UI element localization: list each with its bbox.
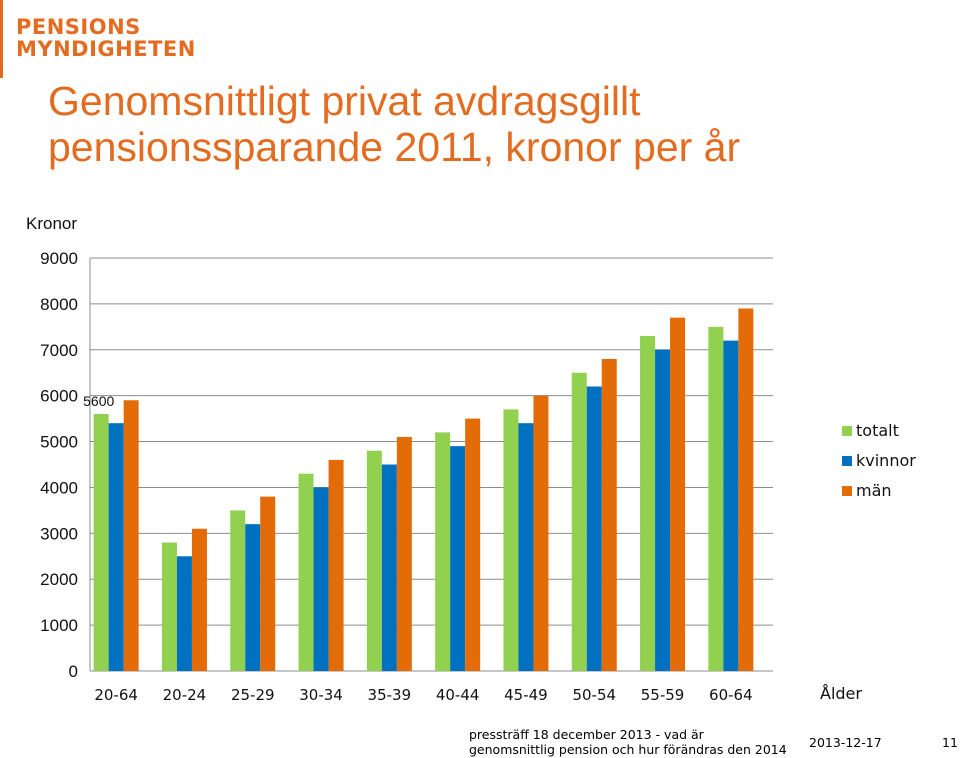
bar-män [465,418,481,671]
x-tick-label: 20-64 [94,686,138,704]
y-tick-label: 5000 [40,433,78,452]
bar-kvinnor [723,340,739,671]
bar-totalt [230,510,246,671]
logo-line-1: PENSIONS [16,15,141,39]
bar-män [670,317,686,671]
y-tick-label: 9000 [40,249,78,268]
footer-text: pressträff 18 december 2013 - vad är gen… [469,727,787,757]
bar-kvinnor [450,446,466,671]
x-tick-label: 40-44 [436,686,480,704]
bar-män [396,436,412,671]
bar-totalt [161,542,177,671]
bar-totalt [93,414,109,671]
data-label: 5600 [83,393,114,409]
legend: totalt kvinnor män [842,421,916,500]
y-tick-label: 0 [69,662,78,681]
y-tick-labels: 0 1000 2000 3000 4000 5000 6000 7000 8000 9000 [40,249,78,681]
bar-totalt [571,372,587,671]
x-tick-labels: 20-64 20-24 25-29 30-34 35-39 40-44 45-49 50-54… [94,686,752,704]
legend-label-kvinnor: kvinnor [856,451,916,470]
x-tick-label: 60-64 [709,686,753,704]
bar-kvinnor [313,487,329,671]
bar-män [601,358,617,671]
bar-totalt [640,336,656,671]
x-tick-label: 30-34 [299,686,343,704]
logo-line-2: MYNDIGHETEN [16,37,196,61]
chart-title: Genomsnittligt privat avdragsgillt pensi… [48,78,741,170]
y-tick-label: 4000 [40,478,78,497]
bar-totalt [366,450,382,671]
y-tick-label: 3000 [40,524,78,543]
y-tick-label: 1000 [40,616,78,635]
legend-label-män: män [856,481,892,500]
legend-swatch-totalt [842,426,852,436]
legend-swatch-män [842,486,852,496]
bar-män [533,395,549,671]
bar-kvinnor [381,464,397,671]
y-tick-label: 6000 [40,387,78,406]
bar-totalt [503,409,519,671]
footer-date: 2013-12-17 [809,735,882,750]
x-tick-label: 55-59 [641,686,685,704]
x-tick-label: 45-49 [504,686,548,704]
bar-kvinnor [655,349,671,671]
bar-kvinnor [245,524,261,671]
bar-totalt [708,326,724,671]
legend-swatch-kvinnor [842,456,852,466]
accent-bar [0,0,3,78]
x-tick-label: 35-39 [368,686,412,704]
y-tick-label: 7000 [40,341,78,360]
logo: PENSIONS MYNDIGHETEN [16,16,196,60]
bar-kvinnor [586,386,602,671]
bar-kvinnor [176,556,192,671]
y-tick-label: 2000 [40,570,78,589]
bars [93,308,754,671]
y-axis-label: Kronor [26,214,78,233]
y-tick-label: 8000 [40,295,78,314]
x-axis-label: Ålder [820,684,862,703]
x-tick-label: 50-54 [572,686,616,704]
annotations: 5600 [83,393,114,409]
bar-män [738,308,754,671]
x-tick-label: 25-29 [231,686,275,704]
bar-män [123,400,139,671]
bar-totalt [298,473,314,671]
page-number: 11 [942,735,958,750]
bar-män [191,528,207,671]
x-tick-label: 20-24 [163,686,207,704]
bar-kvinnor [108,423,124,671]
bar-män [260,496,276,671]
bar-totalt [435,432,451,671]
bar-män [328,459,344,671]
legend-label-totalt: totalt [856,421,899,440]
bar-kvinnor [518,423,534,671]
